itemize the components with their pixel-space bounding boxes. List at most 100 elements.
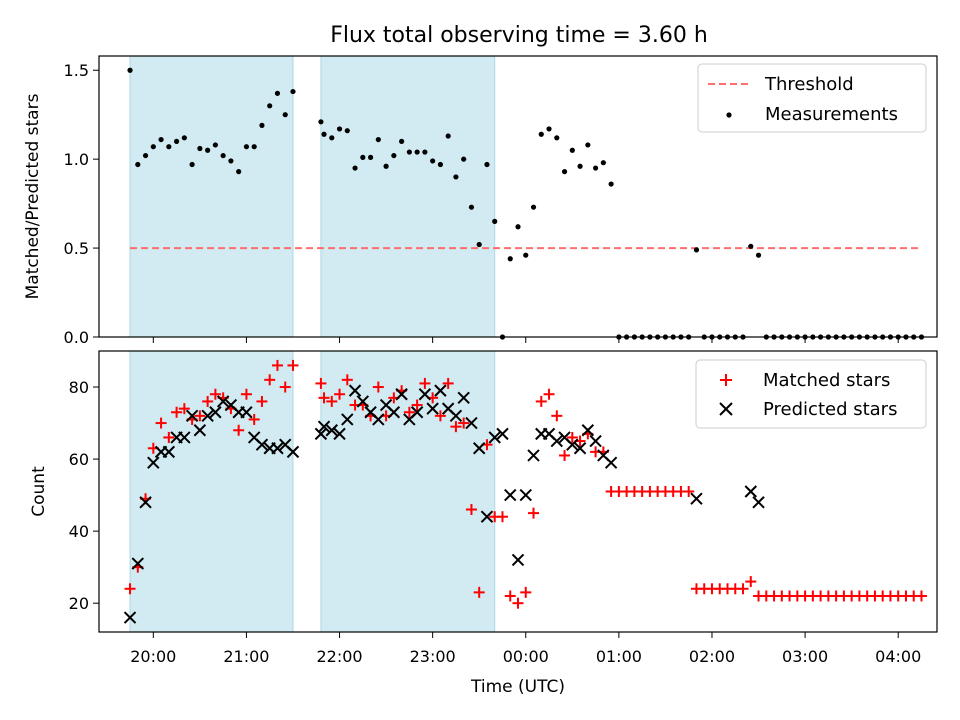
bottom-legend: Matched stars Predicted stars	[695, 359, 927, 429]
measurement-point	[367, 154, 374, 160]
measurement-point	[399, 138, 405, 144]
matched-point	[528, 507, 540, 519]
measurement-point	[282, 112, 288, 118]
bottom-y-axis-label: Count	[29, 466, 49, 517]
chart-title: Flux total observing time = 3.60 h	[330, 23, 708, 48]
bottom-y-tick-label: 20	[69, 594, 89, 613]
measurement-point	[267, 103, 273, 109]
predicted-point	[690, 492, 703, 505]
measurement-point	[515, 224, 521, 230]
measurement-point	[166, 144, 172, 150]
measurement-point	[492, 218, 498, 224]
measurement-point	[430, 158, 436, 164]
predicted-point	[201, 409, 214, 423]
matched-point	[465, 504, 477, 516]
matched-point	[315, 377, 327, 389]
matched-point	[473, 586, 485, 598]
measurement-point	[484, 161, 490, 168]
matched-point	[248, 413, 260, 425]
measurement-point	[352, 165, 358, 171]
matched-point	[535, 395, 547, 407]
matched-point	[559, 449, 571, 461]
predicted-point	[185, 409, 199, 423]
matched-point	[737, 583, 749, 595]
x-tick-label: 02:00	[689, 647, 735, 666]
measurement-point	[592, 165, 599, 171]
measurement-point	[755, 252, 762, 258]
matched-point	[318, 392, 330, 404]
matched-point	[496, 511, 508, 523]
matched-point	[683, 486, 695, 497]
x-tick-label: 00:00	[503, 647, 549, 666]
measurement-point	[181, 135, 187, 141]
matched-point	[915, 590, 927, 602]
predicted-point	[604, 456, 618, 469]
measurement-point	[538, 131, 544, 137]
predicted-point	[333, 427, 346, 441]
shaded-span-1	[129, 55, 294, 338]
legend-measurements-label: Measurements	[765, 104, 898, 125]
predicted-point	[589, 434, 602, 448]
top-legend: Threshold Measurements	[697, 63, 927, 133]
matched-point	[264, 374, 276, 386]
measurement-point	[600, 160, 606, 166]
measurement-point	[158, 136, 164, 143]
matched-point	[256, 395, 268, 407]
measurement-points	[127, 67, 925, 340]
predicted-point	[271, 442, 284, 455]
legend-matched-label: Matched stars	[763, 370, 890, 391]
legend-measurements-swatch	[726, 112, 732, 118]
predicted-point	[426, 402, 439, 415]
matched-point	[403, 406, 415, 418]
measurement-point	[546, 126, 552, 132]
measurement-point	[561, 169, 568, 175]
measurement-point	[336, 126, 343, 132]
bottom-axes-frame	[98, 350, 938, 633]
predicted-point	[193, 424, 207, 437]
top-shaded-spans	[129, 55, 496, 338]
top-y-tick-label: 1.5	[64, 61, 89, 80]
measurement-point	[748, 243, 754, 249]
matched-point	[287, 359, 299, 371]
predicted-point	[372, 413, 385, 426]
predicted-point	[465, 416, 478, 430]
top-axes-frame	[98, 55, 938, 338]
predicted-point	[496, 427, 509, 441]
x-tick-label: 03:00	[782, 647, 828, 666]
predicted-point	[139, 496, 152, 509]
measurement-point	[205, 147, 211, 153]
predicted-point	[472, 442, 486, 455]
legend-matched-swatch	[720, 374, 732, 386]
matched-point	[240, 388, 252, 400]
measurement-point	[453, 174, 459, 180]
predicted-point	[581, 424, 595, 437]
measurement-point	[142, 152, 149, 159]
measurement-point	[375, 136, 381, 143]
matched-point	[171, 406, 183, 418]
predicted-point	[387, 406, 401, 419]
measurement-point	[173, 138, 180, 144]
predicted-point	[255, 438, 269, 451]
measurement-point	[344, 128, 350, 134]
measurement-point	[135, 161, 141, 168]
measurement-point	[220, 152, 226, 159]
predicted-point	[527, 449, 540, 462]
x-tick-label: 20:00	[130, 647, 176, 666]
measurement-point	[383, 163, 389, 169]
shaded-span-1	[129, 350, 294, 633]
matched-point	[512, 597, 524, 609]
predicted-point	[519, 488, 532, 502]
matched-point	[163, 431, 175, 443]
bottom-y-tick-label: 80	[69, 378, 89, 397]
bottom-y-ticks: 20 40 60 80	[69, 378, 99, 613]
predicted-point	[314, 427, 328, 441]
matched-point	[341, 374, 353, 386]
matched-point	[434, 410, 446, 422]
predicted-point	[325, 424, 338, 437]
matched-point	[566, 431, 578, 443]
predicted-point	[341, 413, 354, 426]
measurement-point	[236, 169, 242, 175]
matched-point	[450, 421, 462, 433]
x-tick-label: 04:00	[875, 647, 921, 666]
matched-point	[372, 381, 384, 393]
